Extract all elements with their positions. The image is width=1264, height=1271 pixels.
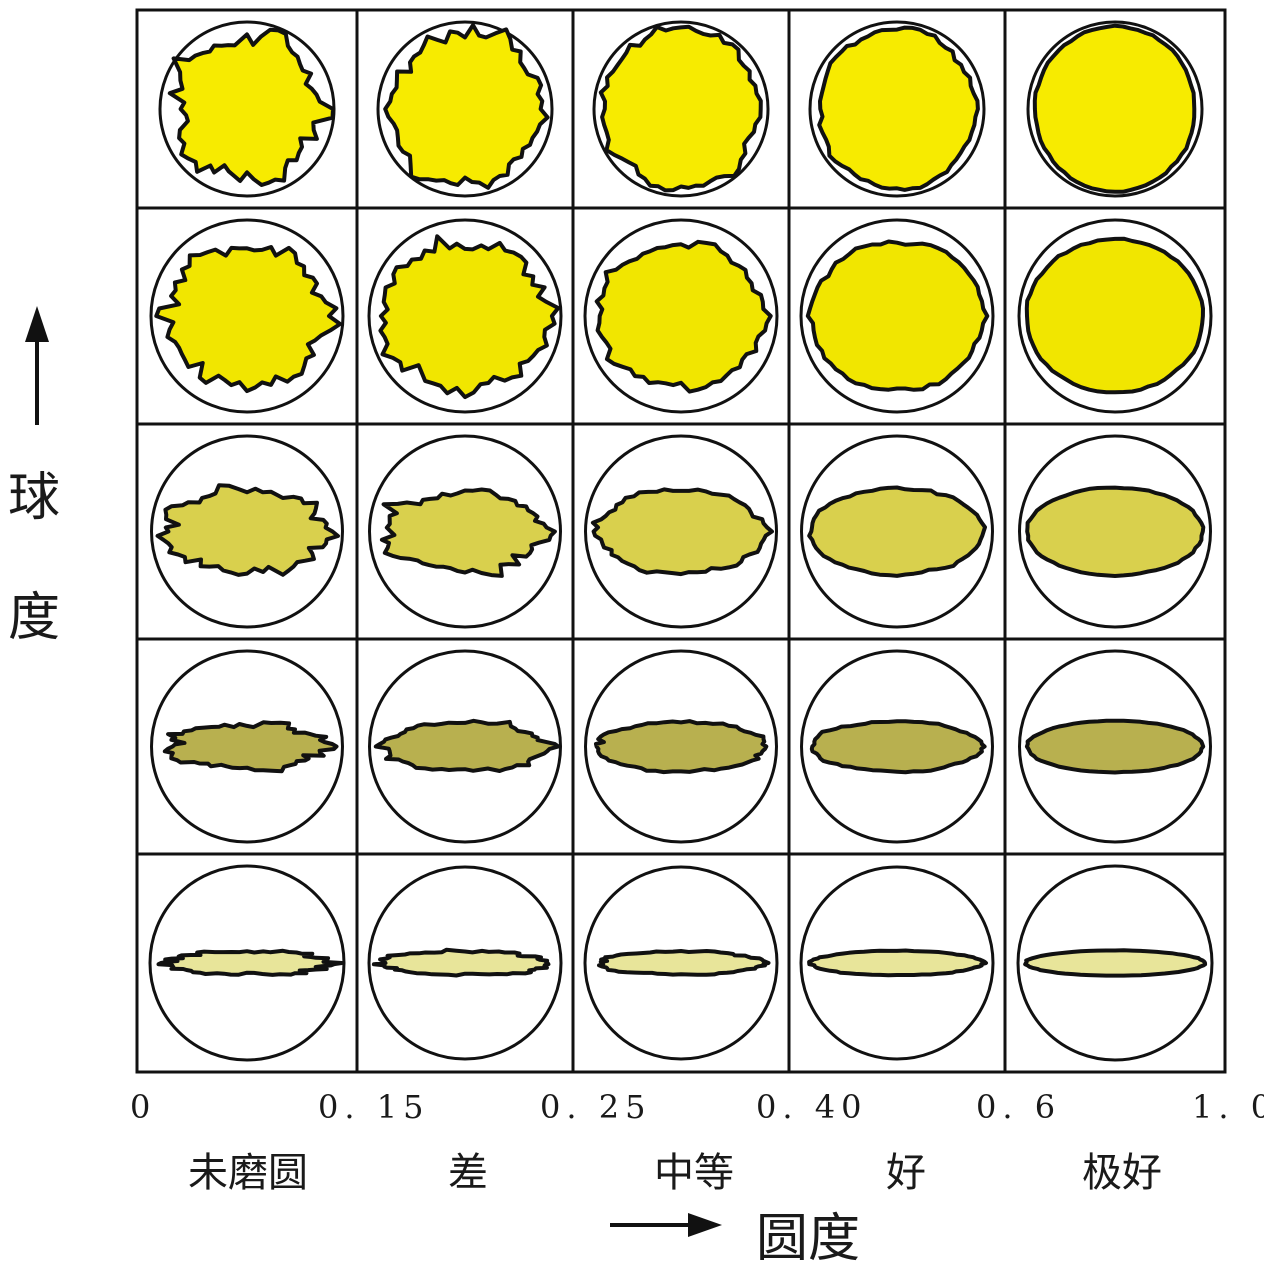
particle-shape [1025,485,1206,578]
x-tick-label: 0. 15 [318,1088,430,1126]
particle-shape [154,245,343,394]
particle-shape [162,720,339,774]
roundness-class-label: 差 [448,1150,488,1196]
particle-shape [590,487,774,577]
x-tick-label: 0. 6 [976,1088,1062,1126]
particle-shape [809,719,987,775]
x-tick-label: 0 [130,1088,157,1126]
x-tick-label: 0. 40 [756,1088,868,1126]
particle-shape [371,947,551,978]
particle-shape [1024,236,1205,395]
roundness-class-label: 极好 [1082,1150,1162,1196]
grid-cell [1003,852,1227,1074]
x-axis-arrow [610,1213,722,1237]
y-axis-title-char: 球 [8,468,61,528]
particle-shape [597,949,771,977]
particle-shape [807,948,988,978]
roundness-class-label: 未磨圆 [188,1150,308,1196]
particle-shape [1032,23,1197,194]
y-axis-arrow [25,306,49,425]
particle-shape [807,485,987,578]
particle-shape [155,483,340,577]
particle-shape [805,239,990,392]
particle-shape [1023,948,1208,978]
particle-shape [379,487,557,578]
particle-shape [156,948,344,977]
x-axis-title: 圆度 [756,1209,861,1269]
roundness-class-label: 中等 [654,1150,734,1196]
particle-shape [1024,718,1206,775]
roundness-class-label: 好 [886,1150,926,1196]
particle-shape [598,24,763,193]
particle-shape [594,239,773,394]
x-tick-label: 1. 0 [1192,1088,1264,1126]
x-tick-label: 0. 25 [540,1088,652,1126]
particle-shape [167,27,335,187]
particle-shape [817,25,980,192]
y-axis-title-char: 度 [8,588,61,648]
particle-shape [373,718,561,773]
particle-shape [594,719,769,775]
particle-shape [383,23,550,190]
particle-shape [378,234,561,400]
